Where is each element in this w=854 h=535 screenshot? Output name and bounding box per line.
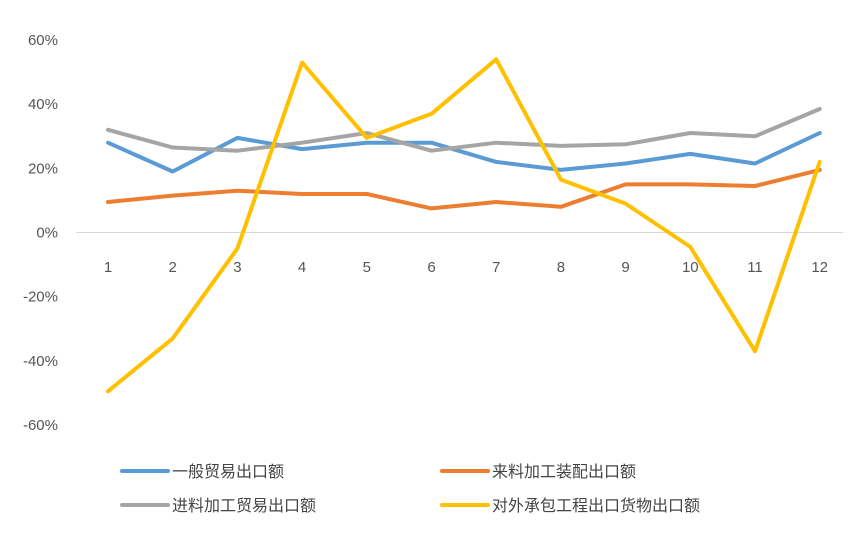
y-tick-label: -40% bbox=[23, 353, 58, 370]
x-tick-label: 10 bbox=[682, 259, 699, 276]
y-tick-label: 20% bbox=[28, 160, 58, 177]
legend-item: 一般贸易出口额 bbox=[120, 462, 284, 481]
x-tick-label: 3 bbox=[233, 259, 241, 276]
series-layer bbox=[106, 57, 822, 394]
legend-label: 对外承包工程出口货物出口额 bbox=[492, 496, 700, 515]
legend-item: 来料加工装配出口额 bbox=[440, 462, 636, 481]
series-line-2 bbox=[106, 167, 822, 211]
series-line-1 bbox=[106, 131, 822, 174]
series-line-4 bbox=[106, 57, 822, 394]
y-tick-label: 60% bbox=[28, 32, 58, 49]
x-tick-label: 11 bbox=[747, 259, 763, 276]
series-line-3 bbox=[106, 107, 822, 153]
x-tick-label: 8 bbox=[557, 259, 565, 276]
x-tick-label: 7 bbox=[492, 259, 500, 276]
y-tick-label: -60% bbox=[23, 417, 58, 434]
legend-item: 进料加工贸易出口额 bbox=[120, 496, 316, 515]
x-tick-label: 12 bbox=[811, 259, 828, 276]
legend-label: 一般贸易出口额 bbox=[172, 462, 284, 481]
y-tick-label: 40% bbox=[28, 96, 58, 113]
legend-label: 进料加工贸易出口额 bbox=[172, 496, 316, 515]
y-tick-label: 0% bbox=[36, 225, 58, 242]
x-tick-label: 6 bbox=[427, 259, 435, 276]
x-tick-label: 1 bbox=[104, 259, 112, 276]
x-tick-label: 4 bbox=[298, 259, 306, 276]
x-tick-label: 9 bbox=[621, 259, 629, 276]
legend-label: 来料加工装配出口额 bbox=[492, 462, 636, 481]
x-tick-label: 2 bbox=[169, 259, 177, 276]
x-tick-label: 5 bbox=[363, 259, 371, 276]
legend-item: 对外承包工程出口货物出口额 bbox=[440, 496, 700, 515]
y-tick-layer: 60% 40% 20% 0% -20% -40% -60% bbox=[23, 32, 58, 434]
x-tick-layer: 1 2 3 4 5 6 7 8 9 10 11 12 bbox=[104, 259, 828, 276]
y-tick-label: -20% bbox=[23, 289, 58, 306]
